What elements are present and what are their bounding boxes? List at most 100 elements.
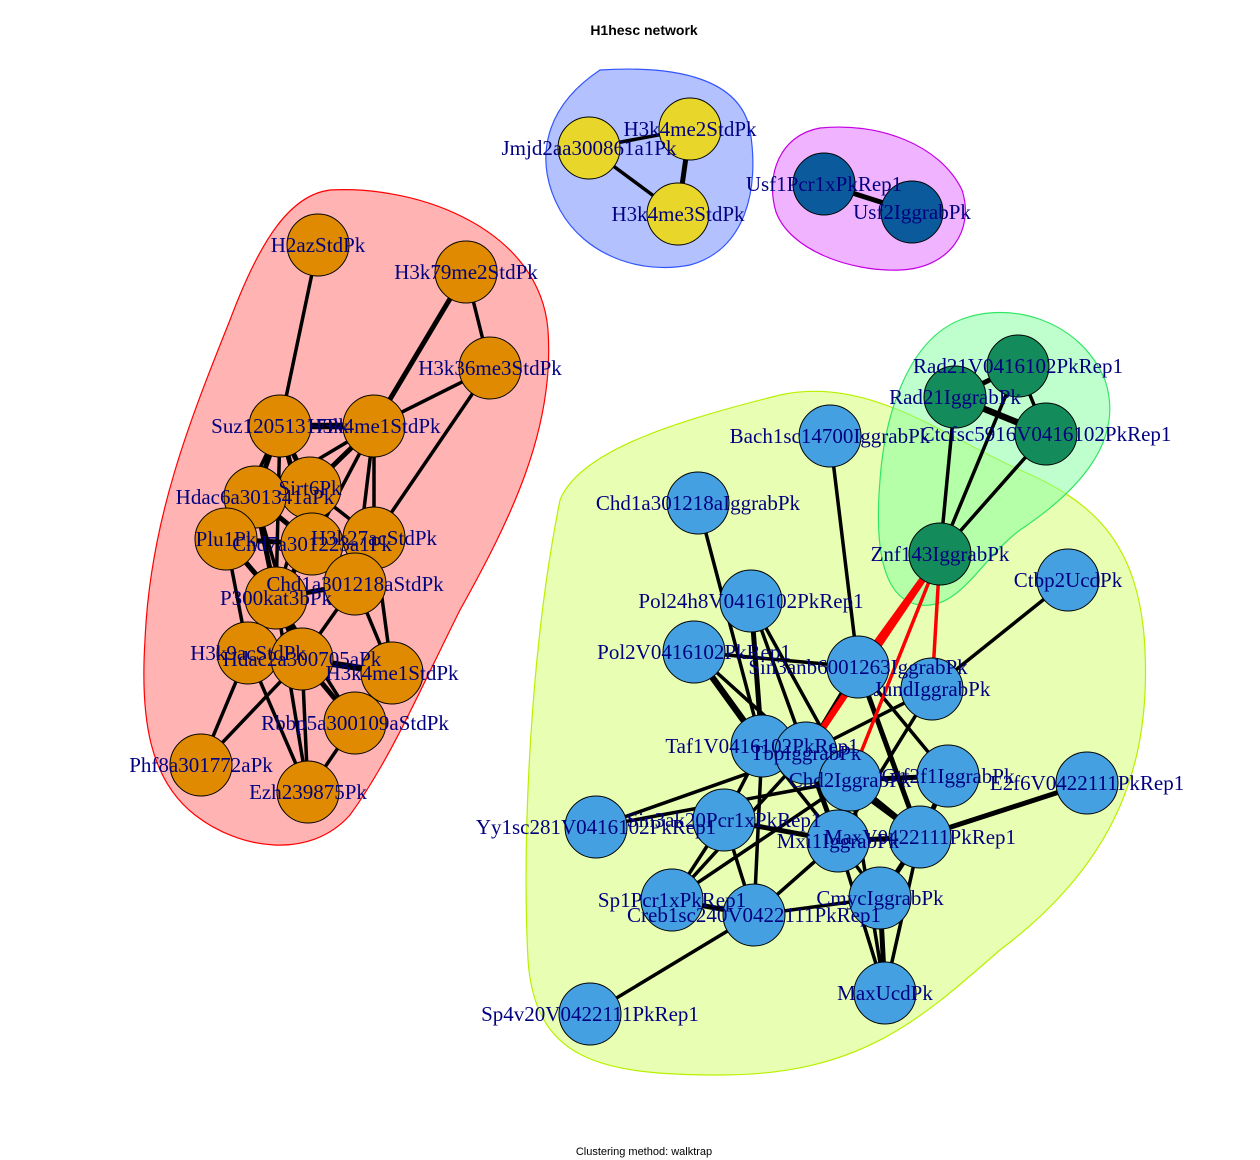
node-Rad21IggrabPk[interactable] (923, 365, 987, 429)
node-label-Creb1sc240V0422111PkRep1: Creb1sc240V0422111PkRep1 (627, 903, 881, 927)
node-label-Rad21V0416102PkRep1: Rad21V0416102PkRep1 (913, 354, 1123, 378)
node-H3k4me3StdPk[interactable] (646, 182, 710, 246)
node-label-Sin3ak20Pcr1xPkRep1: Sin3ak20Pcr1xPkRep1 (627, 808, 822, 832)
graph-subtitle: Clustering method: walktrap (576, 1146, 712, 1158)
node-Chd1a301218aStdPk[interactable] (323, 552, 387, 616)
node-label-Pol2V0416102PkRep1: Pol2V0416102PkRep1 (597, 640, 791, 664)
node-label-H2azStdPk: H2azStdPk (271, 233, 366, 257)
node-H3k4me2StdPk[interactable] (658, 97, 722, 161)
edge-Sp1Pcr1xPkRep1-Chd2IggrabPk (670, 778, 852, 902)
node-Rbbp5a300109aStdPk[interactable] (323, 691, 387, 755)
node-Mxi1IggrabPk[interactable] (806, 809, 870, 873)
node-label-GtfIf1IggrabPk: Gtf2f1IggrabPk (882, 764, 1015, 788)
node-CmycIggrabPk[interactable] (848, 866, 912, 930)
node-label-Rad21IggrabPk: Rad21IggrabPk (889, 385, 1021, 409)
node-Chd2IggrabPk[interactable] (818, 748, 882, 812)
node-Chd7a301223a1Pk[interactable] (280, 512, 344, 576)
node-label-H3k27acStdPk: H3k27acStdPk (311, 526, 438, 550)
node-Pol2V0416102PkRep1[interactable] (662, 620, 726, 684)
node-Jmjd2aa300861a1Pk[interactable] (557, 116, 621, 180)
node-label-Ctbp2UcdPk: Ctbp2UcdPk (1014, 568, 1123, 592)
node-Plu1Pk[interactable] (194, 507, 258, 571)
node-Ctcfsc5916V0416102PkRep1[interactable] (1014, 402, 1078, 466)
node-label-Yy1sc281V0416102PkRep1: Yy1sc281V0416102PkRep1 (476, 815, 716, 839)
node-Znf143IggrabPk[interactable] (908, 522, 972, 586)
node-label-H3k4me1StdPk_b: H3k4me1StdPk (325, 661, 459, 685)
node-GtfIf1IggrabPk[interactable] (916, 744, 980, 808)
label-layer: H2azStdPk H3k79me2StdPk H3k36me3StdPk Suz12… (129, 117, 1184, 1026)
node-Sp1Pcr1xPkRep1[interactable] (640, 868, 704, 932)
node-Chd1a301218aIggrabPk[interactable] (666, 471, 730, 535)
node-Pol24h8V0416102PkRep1[interactable] (719, 569, 783, 633)
node-label-H3k4me3StdPk: H3k4me3StdPk (611, 202, 745, 226)
node-Ctbp2UcdPk[interactable] (1036, 548, 1100, 612)
node-Sin3ak20Pcr1xPkRep1[interactable] (692, 788, 756, 852)
node-MaxUcdPk[interactable] (853, 961, 917, 1025)
node-label-Chd7a301223a1Pk: Chd7a301223a1Pk (232, 532, 392, 556)
edge-Creb1sc240V0422111PkRep1-Sp4v20V0422111PkRep1 (588, 913, 756, 1016)
node-label-TbpIggrabPk: TbpIggrabPk (751, 741, 862, 765)
node-H3k79me2StdPk[interactable] (434, 240, 498, 304)
node-label-Phf8a301772aPk: Phf8a301772aPk (129, 753, 273, 777)
node-label-Rbbp5a300109aStdPk: Rbbp5a300109aStdPk (261, 711, 449, 735)
node-label-H3k36me3StdPk: H3k36me3StdPk (418, 356, 562, 380)
node-label-Taf1V0416102PkRep1: Taf1V0416102PkRep1 (665, 734, 858, 758)
node-label-Sirt6Pk: Sirt6Pk (278, 476, 342, 500)
node-label-Mxi1IggrabPk: Mxi1IggrabPk (777, 829, 900, 853)
node-H3k36me3StdPk[interactable] (458, 336, 522, 400)
node-label-Usf2IggrabPk: Usf2IggrabPk (853, 200, 971, 224)
node-Phf8a301772aPk[interactable] (169, 733, 233, 797)
node-Hdac2a300705aPk[interactable] (270, 627, 334, 691)
node-Yy1sc281V0416102PkRep1[interactable] (564, 795, 628, 859)
node-Sp4v20V0422111PkRep1[interactable] (558, 982, 622, 1046)
node-label-Ezh239875Pk: Ezh239875Pk (249, 780, 367, 804)
node-label-Chd2IggrabPk: Chd2IggrabPk (789, 768, 912, 792)
node-label-Bach1sc14700IggrabPk: Bach1sc14700IggrabPk (730, 424, 931, 448)
edge-Rad21V0416102PkRep1-Znf143IggrabPk (938, 364, 1020, 556)
node-label-H3k4me2StdPk: H3k4me2StdPk (623, 117, 757, 141)
node-MaxV0422111PkRep1[interactable] (888, 805, 952, 869)
node-label-E2f6V0422111PkRep1: E2f6V0422111PkRep1 (990, 771, 1184, 795)
node-Ezh239875Pk[interactable] (276, 760, 340, 824)
node-label-Sin3anb6001263IggrabPk: Sin3anb6001263IggrabPk (748, 655, 968, 679)
node-P300kat3bPk[interactable] (244, 566, 308, 630)
node-label-Chd1a301218aStdPk: Chd1a301218aStdPk (266, 572, 444, 596)
node-H3k4me1StdPk_a[interactable] (342, 394, 406, 458)
edge-P300kat3bPk-Ezh239875Pk (274, 596, 310, 794)
node-label-MaxV0422111PkRep1: MaxV0422111PkRep1 (824, 825, 1016, 849)
node-Suz12051317Pk[interactable] (248, 394, 312, 458)
node-label-H3k9acStdPk: H3k9acStdPk (190, 641, 306, 665)
node-layer (169, 97, 1119, 1046)
node-label-Pol24h8V0416102PkRep1: Pol24h8V0416102PkRep1 (638, 589, 863, 613)
node-Creb1sc240V0422111PkRep1[interactable] (722, 883, 786, 947)
edge-H3k36me3StdPk-H3k27acStdPk (372, 366, 492, 540)
node-label-Znf143IggrabPk: Znf143IggrabPk (871, 542, 1010, 566)
node-label-Plu1Pk: Plu1Pk (196, 527, 257, 551)
node-Bach1sc14700IggrabPk[interactable] (798, 404, 862, 468)
edge-Bach1sc14700IggrabPk-Sin3anb6001263IggrabPk (828, 434, 860, 669)
node-label-H3k79me2StdPk: H3k79me2StdPk (394, 260, 538, 284)
node-label-Ctcfsc5916V0416102PkRep1: Ctcfsc5916V0416102PkRep1 (921, 422, 1172, 446)
node-label-Sp1Pcr1xPkRep1: Sp1Pcr1xPkRep1 (598, 888, 746, 912)
bridge-edge-Znf143IggrabPk-Chd2IggrabPk (848, 552, 942, 782)
node-label-Hdac2a300705aPk: Hdac2a300705aPk (223, 647, 382, 671)
graph-title: H1hesc network (590, 22, 698, 38)
node-E2f6V0422111PkRep1[interactable] (1055, 751, 1119, 815)
node-label-JundIggrabPk: JundIggrabPk (874, 677, 991, 701)
node-label-MaxUcdPk: MaxUcdPk (837, 981, 933, 1005)
node-Rad21V0416102PkRep1[interactable] (986, 334, 1050, 398)
node-H3k4me1StdPk_b[interactable] (360, 641, 424, 705)
node-Sin3anb6001263IggrabPk[interactable] (826, 635, 890, 699)
node-Usf1Pcr1xPkRep1[interactable] (792, 152, 856, 216)
node-label-Chd1a301218aIggrabPk: Chd1a301218aIggrabPk (596, 491, 801, 515)
node-label-CmycIggrabPk: CmycIggrabPk (816, 886, 944, 910)
node-H2azStdPk[interactable] (286, 213, 350, 277)
node-label-Suz12051317Pk: Suz12051317Pk (211, 414, 349, 438)
node-Usf2IggrabPk[interactable] (880, 180, 944, 244)
node-label-H3k4me1StdPk_a: H3k4me1StdPk (307, 414, 441, 438)
node-label-Jmjd2aa300861a1Pk: Jmjd2aa300861a1Pk (502, 136, 677, 160)
node-label-P300kat3bPk: P300kat3bPk (220, 586, 333, 610)
node-JundIggrabPk[interactable] (900, 657, 964, 721)
node-label-Hdac6a301341aPk: Hdac6a301341aPk (176, 485, 335, 509)
